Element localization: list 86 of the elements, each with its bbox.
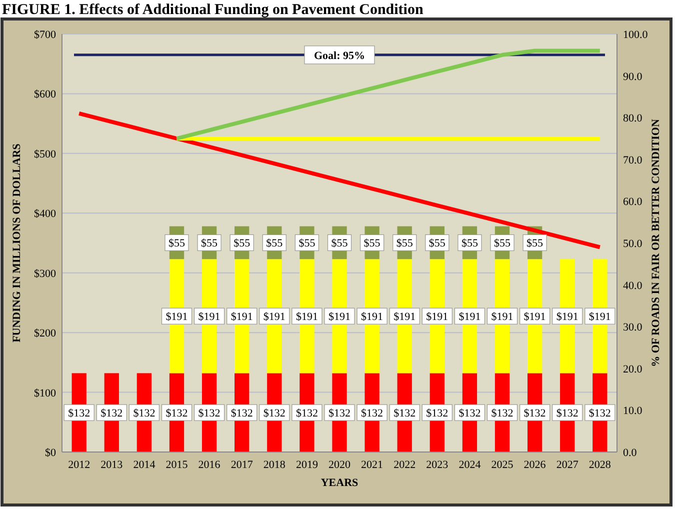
data-label: $55 <box>331 238 348 250</box>
y2-tick-label: 0.0 <box>623 447 638 459</box>
data-label: $55 <box>266 238 284 250</box>
data-label: $191 <box>263 311 286 324</box>
x-tick-label: 2020 <box>328 459 351 471</box>
y2-tick-label: 40.0 <box>623 280 643 292</box>
y-tick-label: $400 <box>34 208 56 220</box>
data-label: $55 <box>364 238 381 250</box>
x-tick-label: 2025 <box>491 459 514 471</box>
y2-tick-label: 50.0 <box>623 238 643 250</box>
data-label: $55 <box>168 238 186 250</box>
x-tick-label: 2024 <box>458 459 482 471</box>
data-label: $191 <box>426 311 448 324</box>
data-label: $191 <box>230 311 253 324</box>
data-label: $132 <box>394 408 416 420</box>
data-label: $132 <box>263 408 286 420</box>
data-label: $132 <box>458 408 481 420</box>
data-label: $132 <box>556 408 578 420</box>
x-tick-label: 2018 <box>263 459 286 471</box>
data-label: $132 <box>524 408 546 420</box>
data-label: $191 <box>524 311 546 324</box>
data-label: $55 <box>526 238 544 250</box>
data-label: $191 <box>166 311 188 324</box>
x-tick-label: 2019 <box>296 459 318 471</box>
data-label: $191 <box>458 311 481 324</box>
y-axis-title: FUNDING IN MILLIONS OF DOLLARS <box>11 144 23 342</box>
data-label: $132 <box>426 408 448 420</box>
data-label: $132 <box>100 408 123 420</box>
data-label: $132 <box>296 408 318 420</box>
x-tick-label: 2027 <box>556 459 579 471</box>
data-label: $191 <box>394 311 416 324</box>
y2-tick-label: 10.0 <box>623 405 643 418</box>
y-tick-label: $200 <box>34 328 56 340</box>
line-series <box>174 48 602 140</box>
x-tick-label: 2022 <box>394 459 416 471</box>
y2-axis-title: % OF ROADS IN FAIR OR BETTER CONDITION <box>650 119 662 367</box>
data-label: $191 <box>588 311 611 324</box>
x-tick-label: 2015 <box>166 459 188 471</box>
x-tick-label: 2028 <box>588 459 612 471</box>
y2-tick-label: 100.0 <box>623 29 648 41</box>
data-label: $132 <box>491 408 514 420</box>
y2-tick-label: 30.0 <box>623 322 643 334</box>
x-tick-label: 2016 <box>198 459 221 471</box>
data-label: $132 <box>328 408 350 420</box>
data-label: $132 <box>588 408 611 420</box>
data-label: $132 <box>230 408 253 420</box>
y-tick-label: $700 <box>34 29 56 41</box>
data-label: $191 <box>556 311 578 324</box>
data-label: $132 <box>68 408 90 420</box>
data-label: $132 <box>361 408 384 420</box>
data-label: $55 <box>396 238 414 250</box>
y-tick-label: $0 <box>45 447 56 459</box>
data-label: $132 <box>133 408 156 420</box>
data-label: $55 <box>201 238 218 250</box>
y2-tick-label: 90.0 <box>623 70 643 83</box>
chart-title: FIGURE 1. Effects of Additional Funding on Pavement Condition <box>2 2 424 18</box>
y-tick-label: $500 <box>34 148 56 160</box>
y-tick-label: $300 <box>34 268 56 280</box>
x-tick-label: 2026 <box>524 459 546 471</box>
y2-tick-label: 20.0 <box>623 363 643 376</box>
y2-tick-label: 70.0 <box>623 154 643 166</box>
x-tick-label: 2014 <box>133 459 156 471</box>
x-tick-label: 2013 <box>100 459 124 471</box>
data-label: $55 <box>234 238 251 250</box>
data-label: $55 <box>298 238 316 250</box>
data-label: $191 <box>491 311 514 324</box>
y2-tick-label: 60.0 <box>623 196 643 208</box>
ref-line-label: Goal: 95% <box>314 50 366 62</box>
x-tick-label: 2021 <box>361 459 384 471</box>
data-label: $132 <box>166 408 188 420</box>
y2-tick-label: 80.0 <box>623 112 643 125</box>
y-tick-label: $100 <box>34 387 56 400</box>
data-label: $132 <box>198 408 220 420</box>
data-label: $191 <box>361 311 384 324</box>
data-label: $55 <box>428 238 446 250</box>
line-series <box>77 111 602 250</box>
x-tick-label: 2017 <box>230 459 254 471</box>
data-label: $55 <box>494 238 512 250</box>
data-label: $191 <box>296 311 318 324</box>
y-tick-label: $600 <box>34 88 56 101</box>
data-label: $191 <box>198 311 220 324</box>
data-label: $55 <box>461 238 478 250</box>
data-label: $191 <box>328 311 350 324</box>
x-tick-label: 2012 <box>68 459 90 471</box>
x-tick-label: 2023 <box>426 459 449 471</box>
x-axis-title: YEARS <box>320 477 358 489</box>
